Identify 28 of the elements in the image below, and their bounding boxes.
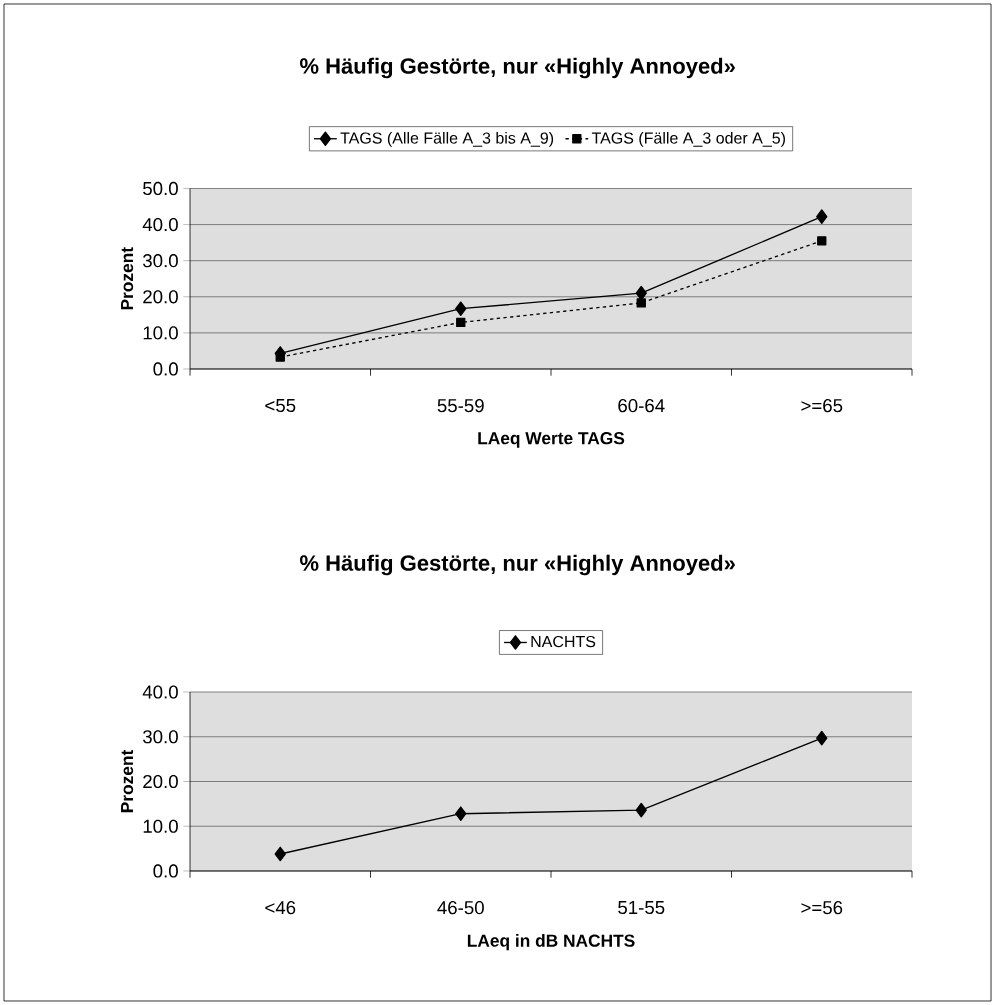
y-axis-title: Prozent bbox=[121, 749, 134, 813]
y-tick-label: 30.0 bbox=[143, 254, 178, 268]
x-tick-label: <46 bbox=[265, 901, 296, 915]
legend-label: NACHTS bbox=[531, 635, 596, 648]
y-tick-label: 10.0 bbox=[143, 326, 178, 340]
chart-title: % Häufig Gestörte, nur «Highly Annoyed» bbox=[300, 554, 735, 576]
x-tick-label: 55-59 bbox=[437, 399, 484, 413]
legend-label: TAGS (Fälle A_3 oder A_5) bbox=[591, 131, 785, 147]
x-tick-label: <55 bbox=[265, 399, 296, 413]
y-tick-label: 20.0 bbox=[143, 774, 178, 789]
y-tick-label: 20.0 bbox=[143, 290, 178, 304]
x-tick-label: >=56 bbox=[801, 901, 843, 915]
y-tick-label: 0.0 bbox=[153, 864, 178, 878]
x-axis-title: LAeq Werte TAGS bbox=[478, 432, 625, 448]
x-tick-label: >=65 bbox=[801, 399, 843, 413]
y-tick-label: 10.0 bbox=[143, 819, 178, 833]
y-axis-title: Prozent bbox=[121, 247, 134, 310]
y-tick-label: 40.0 bbox=[142, 685, 178, 699]
x-axis-title: LAeq in dB NACHTS bbox=[467, 934, 635, 951]
legend-label: TAGS (Alle Fälle A_3 bis A_9) bbox=[340, 131, 554, 147]
x-tick-label: 60-64 bbox=[618, 399, 665, 413]
y-tick-label: 50.0 bbox=[143, 181, 178, 196]
x-tick-label: 46-50 bbox=[437, 901, 484, 915]
y-tick-label: 30.0 bbox=[143, 730, 178, 744]
y-tick-label: 0.0 bbox=[153, 362, 178, 376]
chart-title: % Häufig Gestörte, nur «Highly Annoyed» bbox=[300, 57, 735, 79]
x-tick-label: 51-55 bbox=[618, 901, 665, 915]
y-tick-label: 40.0 bbox=[142, 217, 178, 232]
